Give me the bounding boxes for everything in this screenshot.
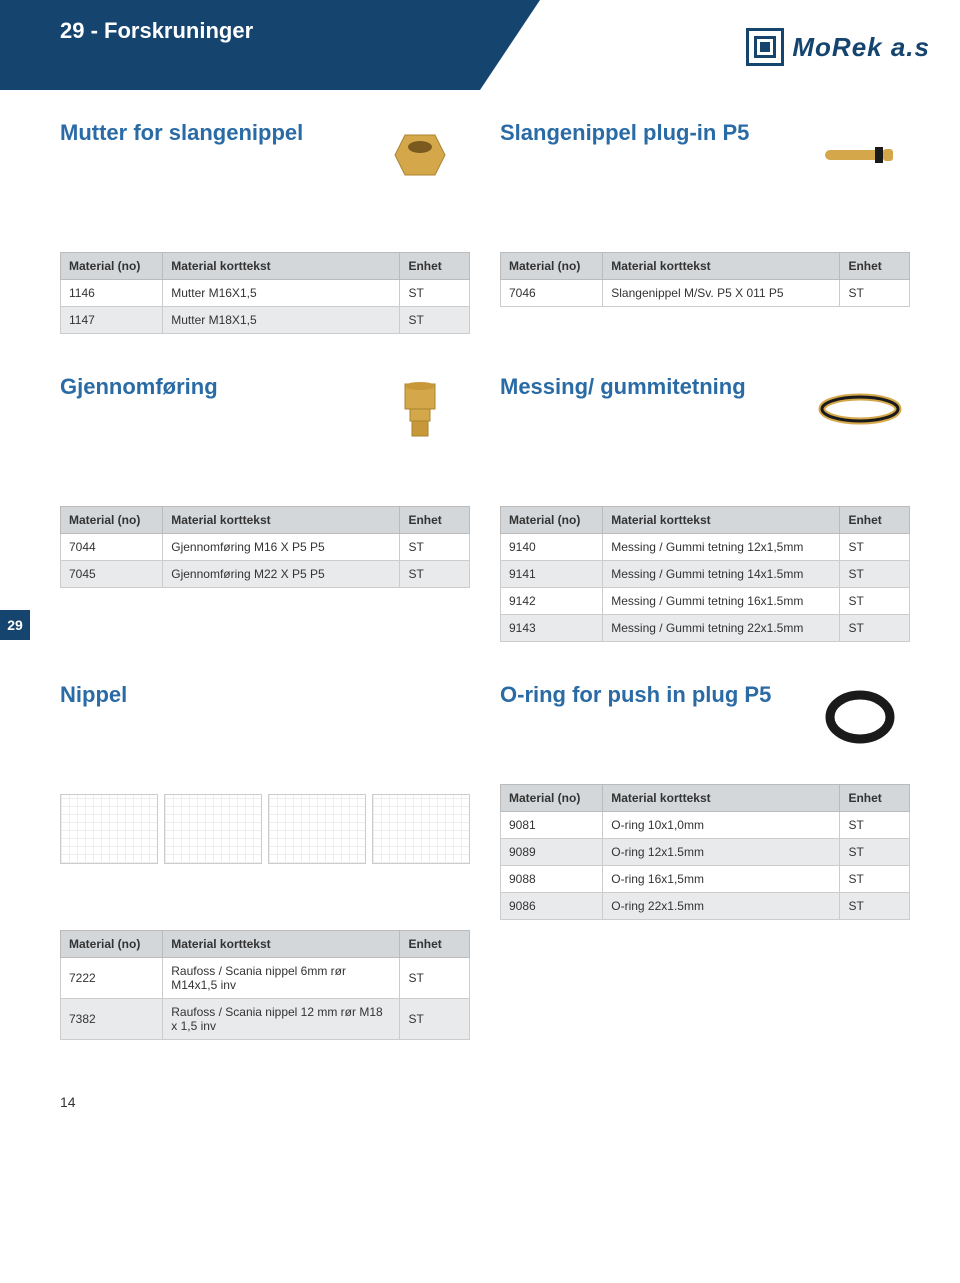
table-header: Material korttekst (603, 507, 840, 534)
table-header: Enhet (840, 785, 910, 812)
table-header: Enhet (400, 253, 470, 280)
company-logo: MoRek a.s (746, 28, 930, 66)
table-row: 9088O-ring 16x1,5mmST (501, 866, 910, 893)
table-row: 7222Raufoss / Scania nippel 6mm rør M14x… (61, 958, 470, 999)
data-table: Material (no) Material korttekst Enhet 7… (60, 930, 470, 1040)
table-header: Enhet (840, 253, 910, 280)
o-ring-icon (810, 682, 910, 752)
logo-mark (746, 28, 784, 66)
page-number: 14 (60, 1094, 76, 1110)
logo-text: MoRek a.s (792, 32, 930, 63)
table-row: 7044Gjennomføring M16 X P5 P5ST (61, 534, 470, 561)
table-header: Material (no) (61, 931, 163, 958)
table-row: 9089O-ring 12x1.5mmST (501, 839, 910, 866)
table-row: 9142Messing / Gummi tetning 16x1.5mmST (501, 588, 910, 615)
seal-ring-icon (810, 374, 910, 444)
table-header: Material (no) (501, 507, 603, 534)
section-row: Mutter for slangenippel Material (no) Ma… (60, 120, 910, 334)
data-table: Material (no) Material korttekst Enhet 1… (60, 252, 470, 334)
table-header: Enhet (400, 931, 470, 958)
data-table: Material (no) Material korttekst Enhet 9… (500, 506, 910, 642)
table-row: 7382Raufoss / Scania nippel 12 mm rør M1… (61, 999, 470, 1040)
table-header: Material (no) (61, 253, 163, 280)
table-row: 9141Messing / Gummi tetning 14x1.5mmST (501, 561, 910, 588)
table-header: Enhet (840, 507, 910, 534)
table-header: Material (no) (61, 507, 163, 534)
section-title: Messing/ gummitetning (500, 374, 798, 434)
section-title: O-ring for push in plug P5 (500, 682, 798, 742)
table-row: 1147Mutter M18X1,5ST (61, 307, 470, 334)
table-header: Enhet (400, 507, 470, 534)
section-title: Nippel (60, 682, 470, 742)
table-header: Material (no) (501, 253, 603, 280)
table-row: 9143Messing / Gummi tetning 22x1.5mmST (501, 615, 910, 642)
fitting-icon (370, 374, 470, 444)
table-row: 7046Slangenippel M/Sv. P5 X 011 P5ST (501, 280, 910, 307)
plug-pin-icon (810, 120, 910, 190)
table-header: Material (no) (501, 785, 603, 812)
table-row: 9140Messing / Gummi tetning 12x1,5mmST (501, 534, 910, 561)
data-table: Material (no) Material korttekst Enhet 7… (60, 506, 470, 588)
table-header: Material korttekst (163, 253, 400, 280)
hex-nut-icon (370, 120, 470, 190)
table-row: 1146Mutter M16X1,5ST (61, 280, 470, 307)
table-header: Material korttekst (163, 931, 400, 958)
section-row: Material (no) Material korttekst Enhet 7… (60, 930, 910, 1040)
table-row: 9081O-ring 10x1,0mmST (501, 812, 910, 839)
section-row: Gjennomføring Material (no) Material kor… (60, 374, 910, 642)
table-row: 9086O-ring 22x1.5mmST (501, 893, 910, 920)
technical-drawing-icon (60, 784, 470, 874)
data-table: Material (no) Material korttekst Enhet 9… (500, 784, 910, 920)
section-title: Gjennomføring (60, 374, 358, 434)
data-table: Material (no) Material korttekst Enhet 7… (500, 252, 910, 307)
page-header: 29 - Forskruninger MoRek a.s (0, 0, 960, 90)
side-tab: 29 (0, 610, 30, 640)
page-content: 29 Mutter for slangenippel Material (no)… (0, 120, 960, 1120)
table-header: Material korttekst (163, 507, 400, 534)
section-title: Slangenippel plug-in P5 (500, 120, 798, 180)
section-title: Mutter for slangenippel (60, 120, 358, 180)
table-header: Material korttekst (603, 785, 840, 812)
section-row: Nippel O-ring for push in plug P5 Materi… (60, 682, 910, 920)
table-row: 7045Gjennomføring M22 X P5 P5ST (61, 561, 470, 588)
table-header: Material korttekst (603, 253, 840, 280)
